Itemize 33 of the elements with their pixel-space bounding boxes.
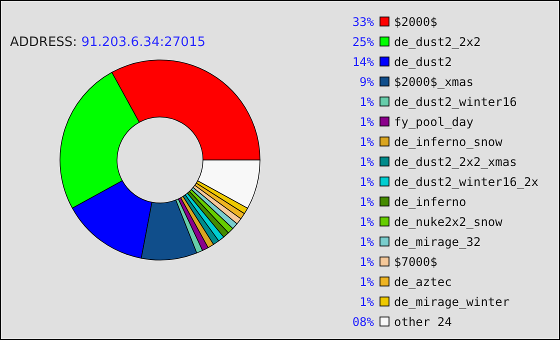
data-label: 1%: [360, 155, 375, 169]
data-label: 14%: [352, 55, 375, 69]
legend-label: de_inferno: [394, 195, 466, 209]
legend-label: de_aztec: [394, 275, 452, 289]
legend-label: de_dust2_winter16: [394, 95, 517, 109]
data-label: 08%: [352, 315, 375, 329]
legend-label: de_dust2_2x2_xmas: [394, 155, 517, 169]
legend-label: $7000$: [394, 255, 438, 269]
legend-label: de_dust2_winter16_2x: [394, 175, 538, 189]
legend-label: $2000$: [394, 15, 438, 29]
data-label: 1%: [360, 235, 375, 249]
data-label: 1%: [360, 115, 375, 129]
data-label: 1%: [360, 195, 375, 209]
data-label: 1%: [360, 135, 375, 149]
data-label: 25%: [352, 35, 375, 49]
legend-label: de_mirage_32: [394, 235, 481, 249]
legend-label: de_dust2: [394, 55, 452, 69]
data-label: 1%: [360, 95, 375, 109]
legend-label: other 24: [394, 315, 452, 329]
data-label: 1%: [360, 255, 375, 269]
data-label: 33%: [352, 15, 375, 29]
legend-label: de_mirage_winter: [394, 295, 510, 309]
data-label: 9%: [360, 75, 375, 89]
legend-label: de_nuke2x2_snow: [394, 215, 504, 229]
data-label: 1%: [360, 175, 375, 189]
legend-label: de_inferno_snow: [394, 135, 504, 149]
legend-label: $2000$_xmas: [394, 75, 474, 89]
legend-label: de_dust2_2x2: [394, 35, 481, 49]
data-label: 1%: [360, 215, 375, 229]
text: ADDRESS: 91.203.6.34:27015: [10, 35, 206, 50]
data-label: 1%: [360, 275, 375, 289]
data-label: 1%: [360, 295, 375, 309]
legend-label: fy_pool_day: [394, 115, 474, 129]
